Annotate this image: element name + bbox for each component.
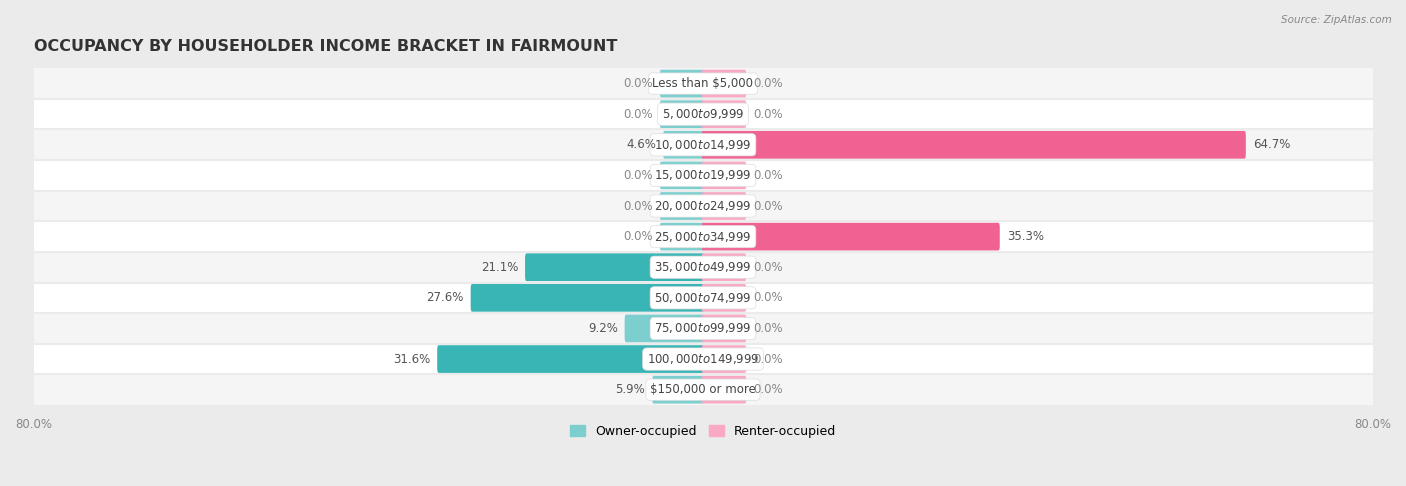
Text: $25,000 to $34,999: $25,000 to $34,999	[654, 229, 752, 243]
Text: Source: ZipAtlas.com: Source: ZipAtlas.com	[1281, 15, 1392, 25]
Bar	[34, 191, 1372, 221]
Text: $35,000 to $49,999: $35,000 to $49,999	[654, 260, 752, 274]
Text: 0.0%: 0.0%	[623, 77, 652, 90]
FancyBboxPatch shape	[659, 161, 704, 189]
Bar	[34, 99, 1372, 129]
FancyBboxPatch shape	[702, 376, 747, 403]
Text: $10,000 to $14,999: $10,000 to $14,999	[654, 138, 752, 152]
Text: 0.0%: 0.0%	[754, 200, 783, 212]
Bar	[34, 221, 1372, 252]
Text: 21.1%: 21.1%	[481, 260, 517, 274]
FancyBboxPatch shape	[702, 131, 1246, 158]
Text: 31.6%: 31.6%	[392, 352, 430, 365]
FancyBboxPatch shape	[702, 284, 747, 312]
FancyBboxPatch shape	[702, 253, 747, 281]
Text: 0.0%: 0.0%	[623, 108, 652, 121]
Text: 0.0%: 0.0%	[754, 169, 783, 182]
Bar	[34, 344, 1372, 374]
Text: OCCUPANCY BY HOUSEHOLDER INCOME BRACKET IN FAIRMOUNT: OCCUPANCY BY HOUSEHOLDER INCOME BRACKET …	[34, 39, 617, 54]
Text: 0.0%: 0.0%	[754, 291, 783, 304]
Text: 0.0%: 0.0%	[754, 260, 783, 274]
Text: 0.0%: 0.0%	[754, 77, 783, 90]
FancyBboxPatch shape	[437, 345, 704, 373]
Legend: Owner-occupied, Renter-occupied: Owner-occupied, Renter-occupied	[565, 420, 841, 443]
FancyBboxPatch shape	[702, 345, 747, 373]
Text: $15,000 to $19,999: $15,000 to $19,999	[654, 168, 752, 182]
Text: 0.0%: 0.0%	[754, 352, 783, 365]
Text: $50,000 to $74,999: $50,000 to $74,999	[654, 291, 752, 305]
FancyBboxPatch shape	[659, 69, 704, 97]
Text: 64.7%: 64.7%	[1253, 139, 1291, 151]
FancyBboxPatch shape	[659, 100, 704, 128]
FancyBboxPatch shape	[702, 192, 747, 220]
FancyBboxPatch shape	[702, 314, 747, 342]
Text: Less than $5,000: Less than $5,000	[652, 77, 754, 90]
FancyBboxPatch shape	[659, 192, 704, 220]
Bar	[34, 252, 1372, 282]
Text: 0.0%: 0.0%	[754, 383, 783, 396]
Text: $75,000 to $99,999: $75,000 to $99,999	[654, 321, 752, 335]
FancyBboxPatch shape	[702, 100, 747, 128]
Text: $150,000 or more: $150,000 or more	[650, 383, 756, 396]
Text: $100,000 to $149,999: $100,000 to $149,999	[647, 352, 759, 366]
Bar	[34, 160, 1372, 191]
FancyBboxPatch shape	[471, 284, 704, 312]
Bar	[34, 68, 1372, 99]
Text: 5.9%: 5.9%	[616, 383, 645, 396]
Text: 0.0%: 0.0%	[623, 200, 652, 212]
Bar	[34, 374, 1372, 405]
FancyBboxPatch shape	[624, 314, 704, 342]
FancyBboxPatch shape	[702, 69, 747, 97]
FancyBboxPatch shape	[664, 131, 704, 158]
FancyBboxPatch shape	[652, 376, 704, 403]
Text: 35.3%: 35.3%	[1007, 230, 1043, 243]
Text: 4.6%: 4.6%	[626, 139, 657, 151]
Text: 0.0%: 0.0%	[754, 108, 783, 121]
FancyBboxPatch shape	[702, 223, 1000, 250]
FancyBboxPatch shape	[702, 161, 747, 189]
FancyBboxPatch shape	[659, 223, 704, 250]
Bar	[34, 282, 1372, 313]
Bar	[34, 313, 1372, 344]
Bar	[34, 129, 1372, 160]
Text: 0.0%: 0.0%	[754, 322, 783, 335]
FancyBboxPatch shape	[524, 253, 704, 281]
Text: 27.6%: 27.6%	[426, 291, 464, 304]
Text: 0.0%: 0.0%	[623, 169, 652, 182]
Text: 0.0%: 0.0%	[623, 230, 652, 243]
Text: 9.2%: 9.2%	[588, 322, 617, 335]
Text: $20,000 to $24,999: $20,000 to $24,999	[654, 199, 752, 213]
Text: $5,000 to $9,999: $5,000 to $9,999	[662, 107, 744, 121]
